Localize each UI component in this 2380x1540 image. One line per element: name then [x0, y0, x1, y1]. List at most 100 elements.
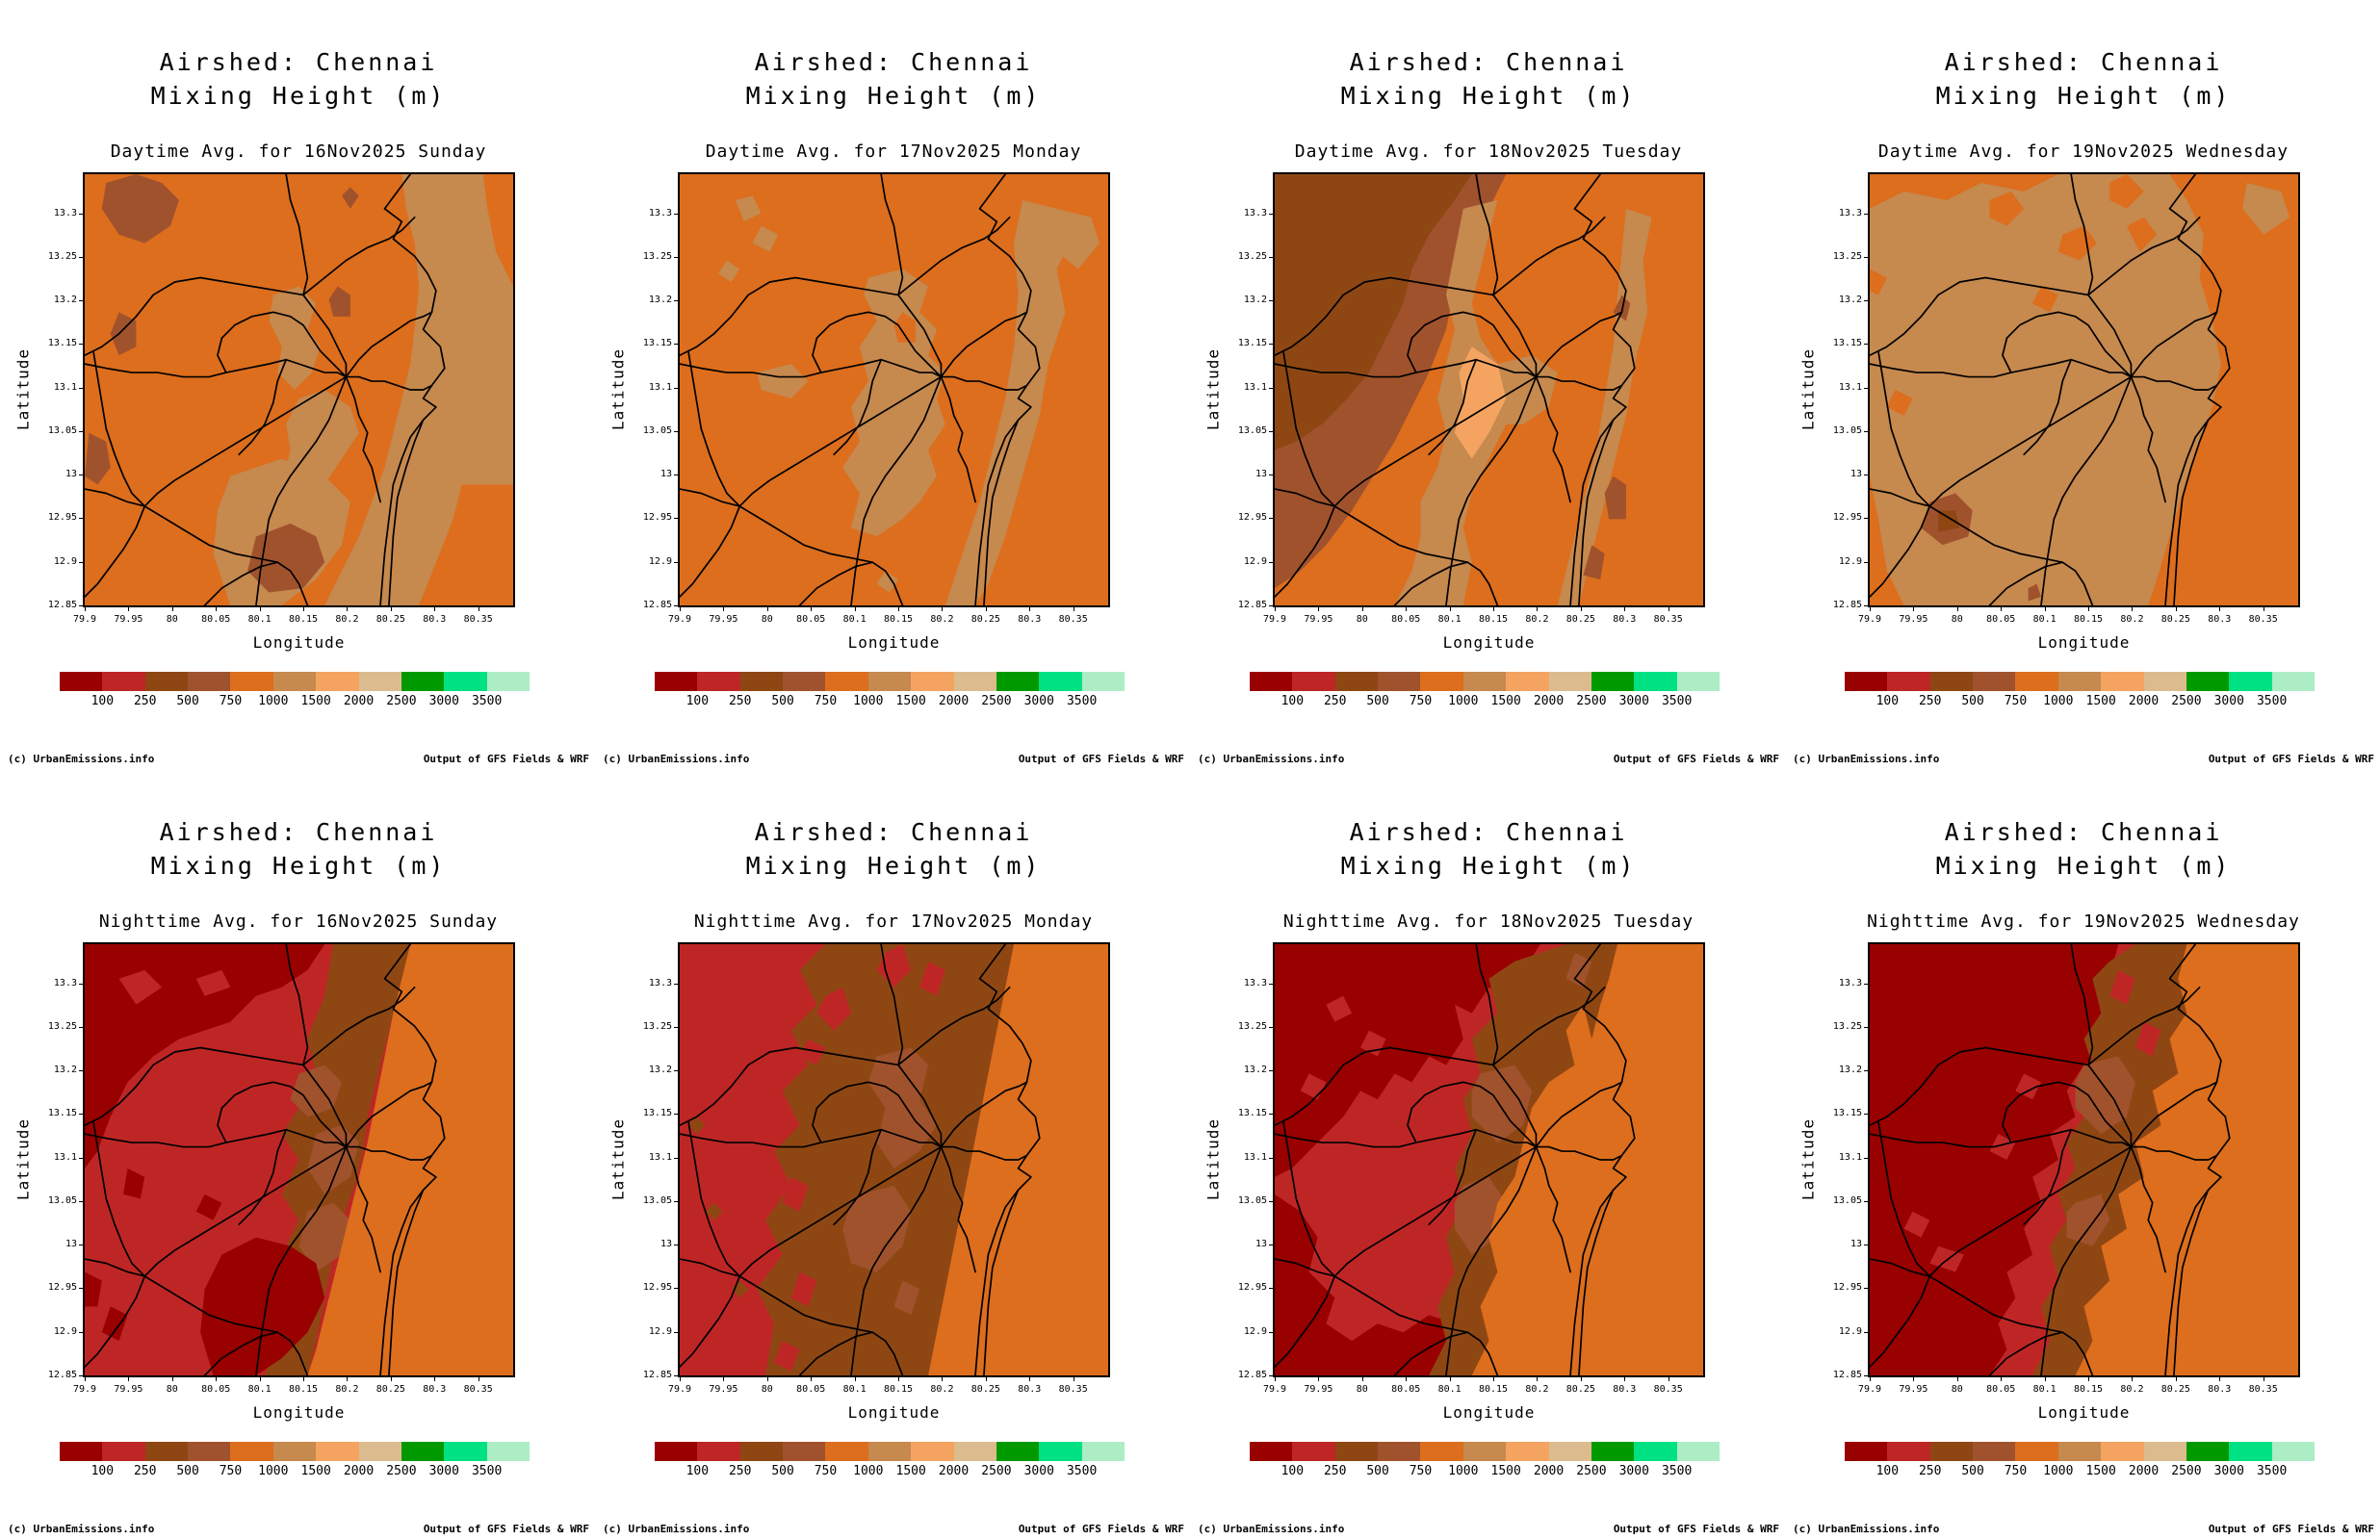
- lat-tick-label: 13.2: [1243, 295, 1267, 306]
- lat-tick-mark: [1269, 213, 1274, 215]
- lat-tick-mark: [674, 1200, 679, 1202]
- lat-tick-label: 13.3: [648, 977, 672, 988]
- road-line: [1870, 1130, 2131, 1147]
- map-region-sienna: [328, 286, 350, 317]
- footer-output: Output of GFS Fields & WRF: [2208, 1523, 2374, 1535]
- map-plot: [85, 174, 513, 605]
- lat-tick-label: 13.1: [648, 381, 672, 393]
- panel-subtitle: Nighttime Avg. for 19Nov2025 Wednesday: [1867, 911, 2300, 932]
- colorbar-segment: [739, 1442, 784, 1461]
- colorbar-segment: [2143, 672, 2186, 691]
- road-line: [1870, 1259, 2092, 1375]
- colorbar-tick-label: 1500: [1490, 1464, 1521, 1478]
- lon-tick-mark: [1493, 606, 1495, 611]
- road-line: [1429, 1130, 1476, 1225]
- road-line: [346, 1082, 431, 1146]
- road-line: [1275, 360, 1536, 377]
- road-line: [85, 1259, 307, 1375]
- lat-tick-mark: [1269, 430, 1274, 432]
- map-region-sienna: [342, 187, 359, 209]
- road-line: [93, 351, 144, 506]
- road-line: [1429, 360, 1476, 455]
- colorbar-tick-label: 500: [176, 694, 199, 708]
- colorbar-segment: [1039, 1442, 1082, 1461]
- map-region-tan: [876, 571, 898, 593]
- colorbar-tick-label: 3500: [2256, 1464, 2288, 1478]
- lat-tick-label: 13.1: [648, 1151, 672, 1163]
- colorbar-tick-label: 2000: [938, 694, 970, 708]
- map-region-tan: [752, 225, 779, 252]
- panel-title-line2: Mixing Height (m): [150, 852, 447, 880]
- map-region-red: [1929, 1245, 1964, 1272]
- colorbar-segment: [144, 1442, 189, 1461]
- map-region-sienna: [893, 1280, 920, 1316]
- lon-tick-mark: [171, 1376, 173, 1381]
- road-line: [1990, 562, 2063, 605]
- lon-tick-mark: [2001, 1376, 2003, 1381]
- road-line: [1275, 489, 1497, 605]
- map-frame: [1868, 172, 2300, 607]
- road-line: [346, 1147, 431, 1160]
- map-region-orange: [893, 312, 916, 343]
- lat-tick-mark: [1864, 344, 1869, 346]
- map-region-red: [1903, 1211, 1930, 1238]
- lat-tick-label: 13.05: [642, 424, 672, 436]
- lon-tick-label: 80.25: [970, 614, 1000, 625]
- lon-tick-mark: [390, 1376, 392, 1381]
- lat-tick-label: 13.25: [47, 1020, 77, 1032]
- road-line: [346, 377, 431, 390]
- lat-tick-mark: [79, 1114, 84, 1116]
- lon-tick-label: 80.3: [1613, 614, 1637, 625]
- lat-tick-mark: [674, 430, 679, 432]
- longitude-axis-label: Longitude: [252, 1403, 346, 1422]
- plot-panel: Airshed: Chennai Mixing Height (m) Dayti…: [595, 0, 1190, 770]
- colorbar-tick-label: 1500: [300, 1464, 331, 1478]
- road-line: [85, 1276, 144, 1367]
- colorbar-tick-label: 250: [1323, 1464, 1347, 1478]
- lat-tick-label: 13.05: [642, 1194, 672, 1206]
- map-region-darkred: [200, 1237, 325, 1375]
- map-region-sienna: [1565, 952, 1592, 988]
- lon-tick-mark: [2219, 606, 2221, 611]
- lat-tick-mark: [1864, 1070, 1869, 1072]
- road-line: [941, 312, 1026, 376]
- colorbar-segment: [867, 1442, 912, 1461]
- map-plot: [1275, 174, 1703, 605]
- map-region-sienna: [1604, 475, 1626, 520]
- colorbar-tick-label: 2500: [386, 694, 417, 708]
- lat-tick-label: 13.15: [642, 1108, 672, 1119]
- colorbar-segment: [358, 1442, 401, 1461]
- road-line: [1990, 1332, 2063, 1375]
- longitude-axis-label: Longitude: [847, 633, 941, 652]
- lat-tick-mark: [1269, 1375, 1274, 1376]
- lon-tick-label: 80.1: [2032, 614, 2057, 625]
- panel-title-line1: Airshed: Chennai: [159, 48, 438, 76]
- colorbar-segment: [2271, 672, 2315, 691]
- panel-title-line2: Mixing Height (m): [745, 82, 1042, 110]
- lon-tick-mark: [1580, 1376, 1582, 1381]
- colorbar-segment: [1378, 1442, 1421, 1461]
- lat-tick-mark: [1864, 605, 1869, 606]
- colorbar-tick-label: 1500: [2085, 1464, 2116, 1478]
- lon-tick-label: 80: [166, 1384, 178, 1395]
- lon-tick-mark: [1913, 606, 1915, 611]
- lon-tick-label: 79.95: [114, 1384, 143, 1395]
- road-line: [1536, 1147, 1570, 1272]
- colorbar-tick-label: 2000: [2128, 1464, 2160, 1478]
- lon-tick-mark: [1361, 606, 1363, 611]
- colorbar-segment: [2229, 1442, 2272, 1461]
- lon-tick-mark: [1537, 606, 1539, 611]
- lat-tick-mark: [79, 256, 84, 258]
- road-line: [2041, 1147, 2131, 1375]
- lat-tick-mark: [1864, 213, 1869, 215]
- colorbar-segment: [2015, 672, 2058, 691]
- road-line: [984, 1190, 1019, 1375]
- road-line: [85, 278, 303, 356]
- road-line: [218, 1082, 347, 1146]
- lon-tick-mark: [347, 606, 349, 611]
- colorbar-tick-label: 3500: [1661, 694, 1693, 708]
- lat-tick-mark: [674, 518, 679, 520]
- lon-tick-label: 80.1: [842, 1384, 867, 1395]
- colorbar-segment: [2229, 672, 2272, 691]
- plot-panel: Airshed: Chennai Mixing Height (m) Night…: [1785, 770, 2380, 1540]
